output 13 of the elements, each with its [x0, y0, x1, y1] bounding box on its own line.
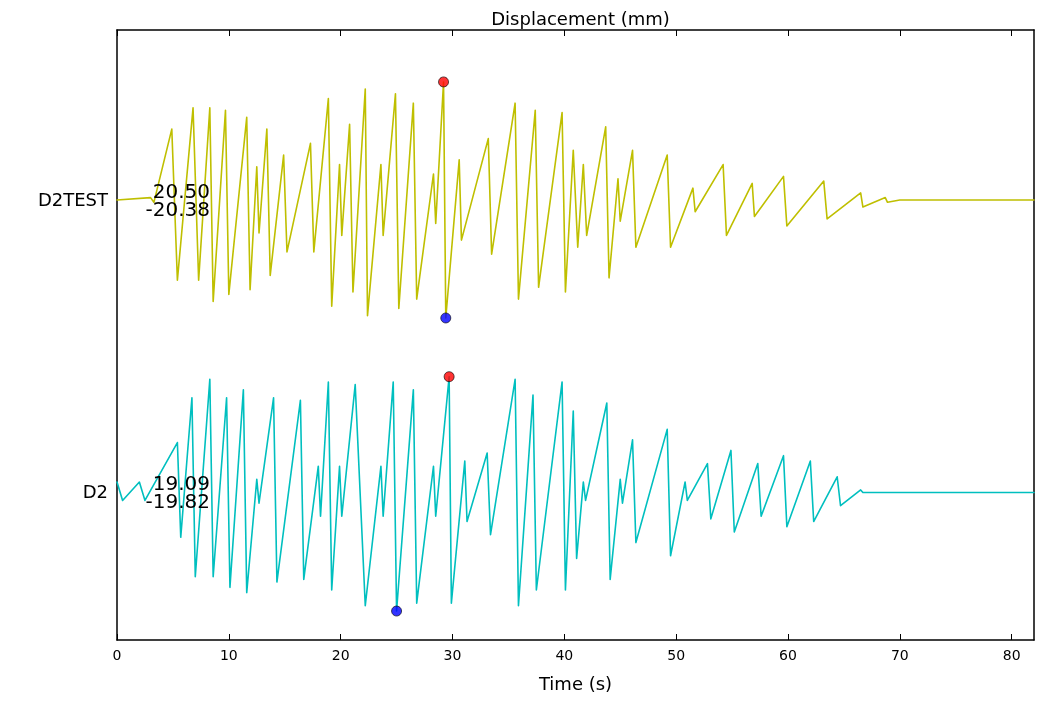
- y-axis-title: D2TEST: [37, 189, 109, 211]
- x-tick-label: 70: [890, 647, 909, 663]
- x-tick-label: 0: [112, 647, 122, 663]
- x-tick-label: 50: [667, 647, 686, 663]
- x-tick-label: 40: [555, 647, 574, 663]
- x-tick-label: 10: [219, 647, 238, 663]
- x-tick-label: 30: [443, 647, 462, 663]
- x-tick-label: 60: [779, 647, 797, 663]
- x-tick-label: 20: [331, 647, 350, 663]
- chart-title: Displacement (mm): [491, 7, 670, 29]
- y-axis-title: D2: [82, 481, 108, 502]
- x-tick-label: 80: [1002, 647, 1021, 663]
- x-axis-title: Time (s): [537, 672, 613, 694]
